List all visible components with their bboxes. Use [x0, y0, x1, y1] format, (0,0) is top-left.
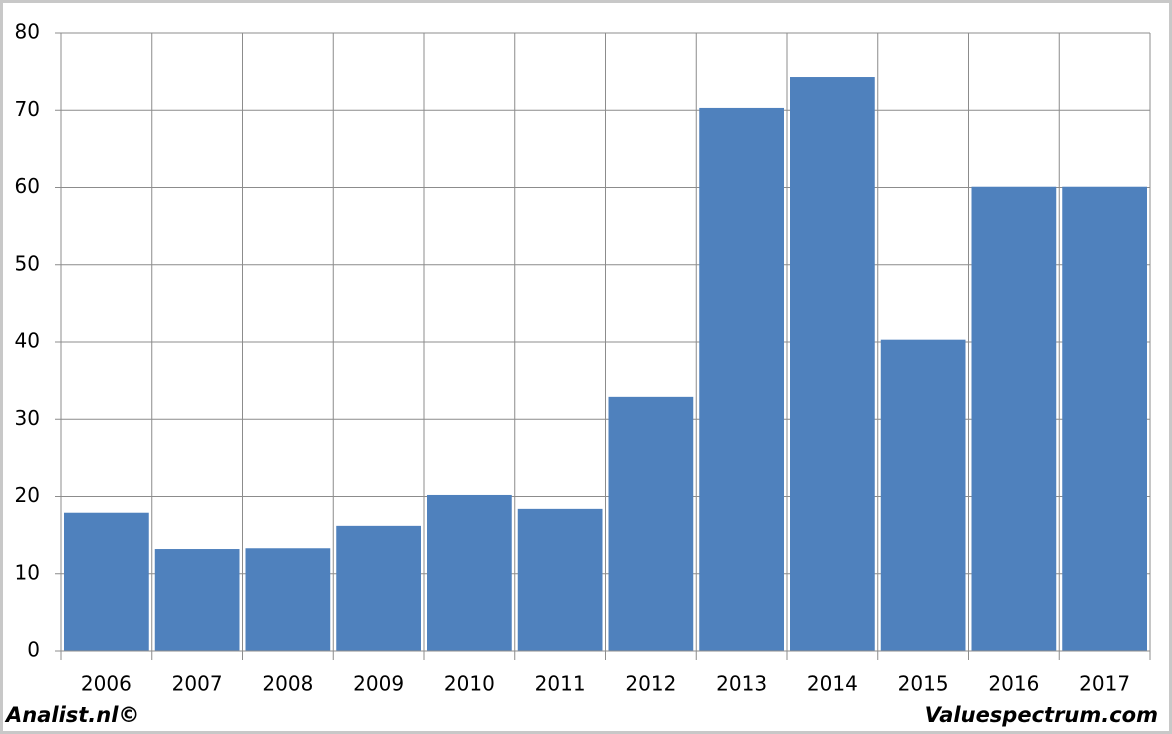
x-tick-label: 2006: [81, 672, 132, 696]
x-tick-label: 2013: [716, 672, 767, 696]
bar: [1062, 186, 1147, 652]
y-tick-label: 10: [15, 560, 40, 584]
bar: [790, 77, 875, 652]
bar: [336, 525, 421, 651]
x-tick-label: 2007: [172, 672, 223, 696]
x-tick-label: 2017: [1079, 672, 1130, 696]
y-tick-label: 40: [15, 329, 40, 353]
y-tick-label: 20: [15, 483, 40, 507]
bar: [971, 186, 1057, 652]
x-tick-label: 2014: [807, 672, 858, 696]
bar: [699, 107, 784, 652]
bar: [880, 339, 966, 651]
x-tick-label: 2016: [988, 672, 1039, 696]
y-tick-label: 30: [15, 406, 40, 430]
y-tick-label: 70: [15, 97, 40, 121]
x-tick-label: 2010: [444, 672, 495, 696]
footer-left: Analist.nl©: [4, 703, 139, 727]
y-tick-label: 60: [15, 174, 40, 198]
y-tick-label: 50: [15, 251, 40, 275]
footer-right: Valuespectrum.com: [925, 703, 1158, 727]
bar: [245, 548, 331, 651]
y-tick-label: 0: [27, 638, 40, 662]
x-tick-label: 2015: [898, 672, 949, 696]
x-tick-label: 2009: [353, 672, 404, 696]
bar: [427, 494, 512, 651]
x-tick-label: 2008: [262, 672, 313, 696]
bar: [154, 549, 240, 651]
y-tick-label: 80: [15, 20, 40, 44]
x-tick-label: 2011: [535, 672, 586, 696]
bar: [608, 396, 694, 651]
x-tick-label: 2012: [625, 672, 676, 696]
bar: [64, 512, 149, 651]
bar: [517, 508, 603, 651]
